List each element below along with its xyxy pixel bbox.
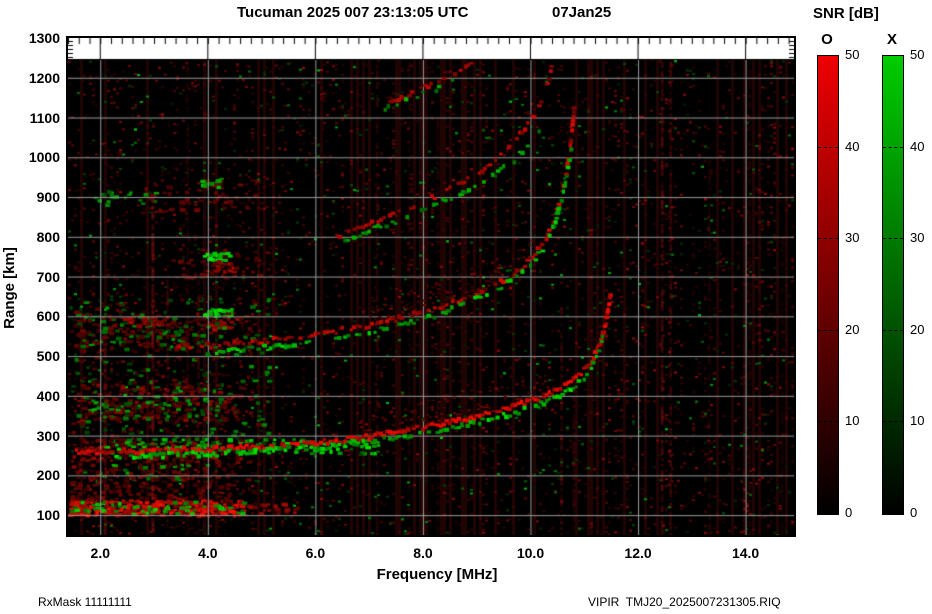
y-tick-label: 400 <box>36 387 60 404</box>
colorbar-o-tick-mark <box>818 329 838 331</box>
plot-title: Tucuman 2025 007 23:13:05 UTC <box>237 4 469 21</box>
x-tick-label: 2.0 <box>90 545 110 561</box>
colorbar-o <box>817 55 839 515</box>
y-tick-label: 700 <box>36 268 60 285</box>
colorbar-o-tick-label: 20 <box>845 321 860 337</box>
x-tick-label: 4.0 <box>198 545 218 561</box>
x-tick-label: 12.0 <box>624 545 652 561</box>
colorbar-o-tick-label: 30 <box>845 230 860 246</box>
colorbar-x-tick-label: 30 <box>910 230 925 246</box>
colorbar-title: SNR [dB] <box>813 5 879 22</box>
y-tick-label: 900 <box>36 189 60 206</box>
y-tick-label: 800 <box>36 228 60 245</box>
colorbar-x-tick-label: 10 <box>910 413 925 429</box>
colorbar-x-tick-label: 40 <box>910 138 925 154</box>
y-tick-label: 1200 <box>28 69 60 86</box>
colorbar-o-tick-label: 40 <box>845 138 860 154</box>
colorbar-x-tick-mark <box>883 421 903 423</box>
y-tick-label: 100 <box>36 507 60 524</box>
colorbar-o-tick-mark <box>818 238 838 240</box>
colorbar-o-tick-label: 0 <box>845 505 853 520</box>
plot-area <box>66 36 796 537</box>
colorbar-x-tick-mark <box>883 146 903 148</box>
x-tick-label: 14.0 <box>731 545 760 561</box>
y-tick-label: 300 <box>36 427 60 444</box>
x-tick-label: 8.0 <box>413 545 433 561</box>
colorbar-o-tick-mark <box>818 421 838 423</box>
y-tick-label: 1100 <box>29 109 60 126</box>
colorbar-x-tick-mark <box>883 238 903 240</box>
x-tick-label: 6.0 <box>305 545 326 561</box>
colorbar-x <box>882 55 904 515</box>
plot-date: 07Jan25 <box>552 4 612 21</box>
colorbar-x-tick-label: 0 <box>910 505 918 520</box>
y-tick-label: 1000 <box>28 149 60 166</box>
ionogram-canvas <box>68 38 794 535</box>
y-tick-label: 600 <box>36 308 60 325</box>
colorbar-o-tick-label: 10 <box>845 413 860 429</box>
y-axis-label: Range [km] <box>1 247 18 329</box>
colorbar-x-tick-label: 50 <box>910 47 925 62</box>
colorbar-o-tick-mark <box>818 146 838 148</box>
y-tick-label: 200 <box>36 467 60 484</box>
filename-text: VIPIR TMJ20_2025007231305.RIQ <box>588 595 781 609</box>
x-axis-label: Frequency [MHz] <box>376 566 498 583</box>
y-tick-label: 1300 <box>28 30 60 46</box>
x-tick-label: 10.0 <box>516 545 545 561</box>
colorbar-x-mode-label: X <box>886 31 897 48</box>
rxmask-text: RxMask 11111111 <box>38 595 132 609</box>
y-tick-label: 500 <box>36 348 60 365</box>
colorbar-x-tick-mark <box>883 329 903 331</box>
colorbar-o-tick-label: 50 <box>845 47 860 62</box>
colorbar-x-tick-label: 20 <box>910 321 925 337</box>
colorbar-o-mode-label: O <box>821 31 833 48</box>
